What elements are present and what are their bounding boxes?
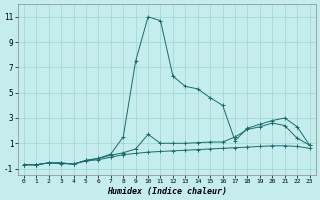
X-axis label: Humidex (Indice chaleur): Humidex (Indice chaleur) (107, 187, 227, 196)
